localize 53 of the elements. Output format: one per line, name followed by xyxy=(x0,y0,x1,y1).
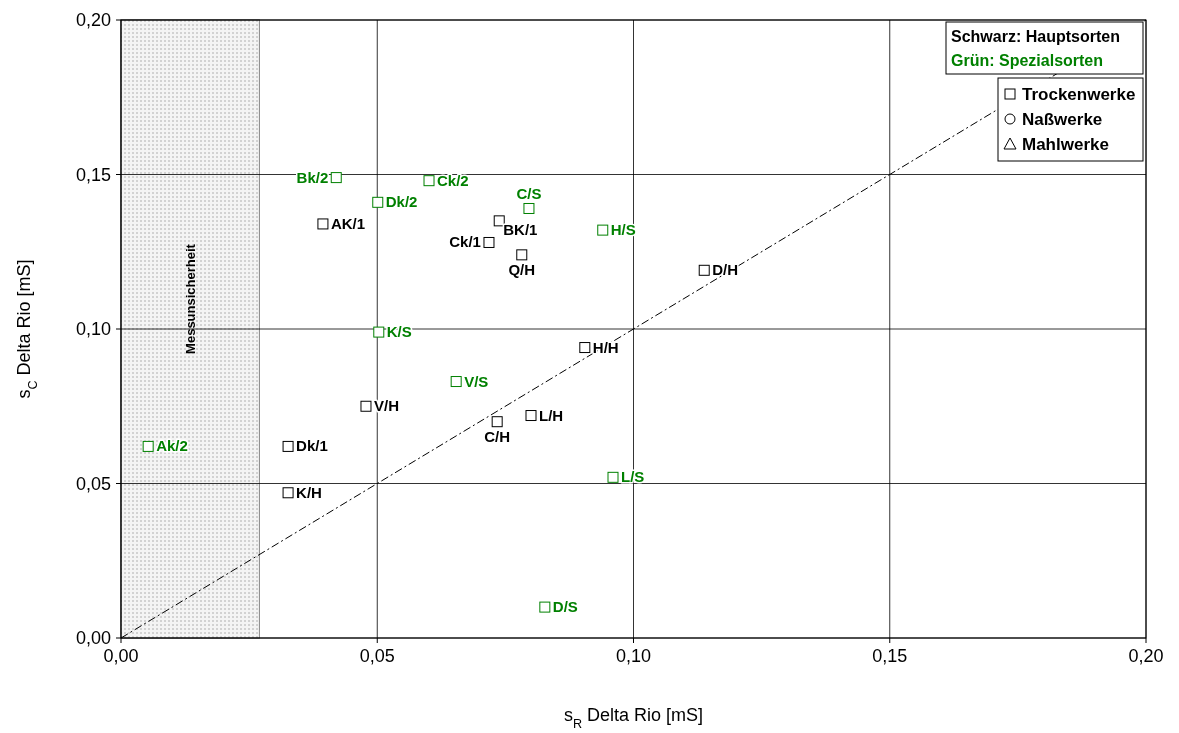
annotation: C/S xyxy=(516,185,542,203)
point xyxy=(493,215,505,227)
point xyxy=(282,487,294,499)
band-label: Messunsicherheit xyxy=(183,243,199,354)
legend-label: Naßwerke xyxy=(1022,110,1103,129)
annotation: Ck/1 xyxy=(449,233,481,251)
x-axis-title: s$_{R}$ Delta Rio [mS] xyxy=(563,705,704,731)
annotation: D/H xyxy=(712,261,739,279)
x-tick-label: 0,00 xyxy=(103,646,139,666)
point xyxy=(330,172,342,184)
point xyxy=(698,264,710,276)
point xyxy=(372,196,384,208)
point xyxy=(423,175,435,187)
point xyxy=(142,440,154,452)
annotation: BK/1 xyxy=(503,220,538,238)
annotation: Q/H xyxy=(508,260,536,278)
annotation: H/H xyxy=(592,338,619,356)
point xyxy=(579,342,591,354)
y-tick-label: 0,05 xyxy=(75,473,111,494)
annotation: Schwarz: Hauptsorten xyxy=(951,28,1120,45)
x-tick-label: 0,15 xyxy=(872,646,908,666)
point xyxy=(539,601,551,613)
annotation: L/H xyxy=(539,406,564,424)
legend-label: Trockenwerke xyxy=(1022,85,1136,104)
annotation: C/H xyxy=(484,427,511,445)
x-tick-label: 0,10 xyxy=(615,646,652,666)
annotation: K/H xyxy=(296,483,322,501)
point xyxy=(525,410,537,422)
y-tick-label: 0,00 xyxy=(75,628,111,648)
point xyxy=(360,400,372,412)
annotation: Dk/1 xyxy=(296,437,328,455)
y-tick-label: 0,10 xyxy=(75,319,111,339)
annotation: V/S xyxy=(464,372,489,390)
x-tick-label: 0,05 xyxy=(359,646,395,666)
annotation: Dk/2 xyxy=(385,193,418,211)
annotation: D/S xyxy=(552,598,578,616)
annotation: Ck/2 xyxy=(437,171,469,189)
y-tick-label: 0,20 xyxy=(75,10,111,30)
legend-label: Mahlwerke xyxy=(1022,135,1109,154)
point xyxy=(282,440,294,452)
y-tick-label: 0,15 xyxy=(75,164,111,185)
annotation: Grün: Spezialsorten xyxy=(951,52,1104,69)
point xyxy=(607,471,619,483)
annotation: AK/1 xyxy=(330,214,366,232)
x-tick-label: 0,20 xyxy=(1128,646,1164,666)
point xyxy=(483,236,495,248)
annotation: K/S xyxy=(386,323,412,341)
point xyxy=(373,326,385,338)
point xyxy=(516,249,528,261)
annotation: Ak/2 xyxy=(156,437,188,455)
point xyxy=(597,224,609,236)
point xyxy=(317,218,329,230)
point xyxy=(491,416,503,428)
